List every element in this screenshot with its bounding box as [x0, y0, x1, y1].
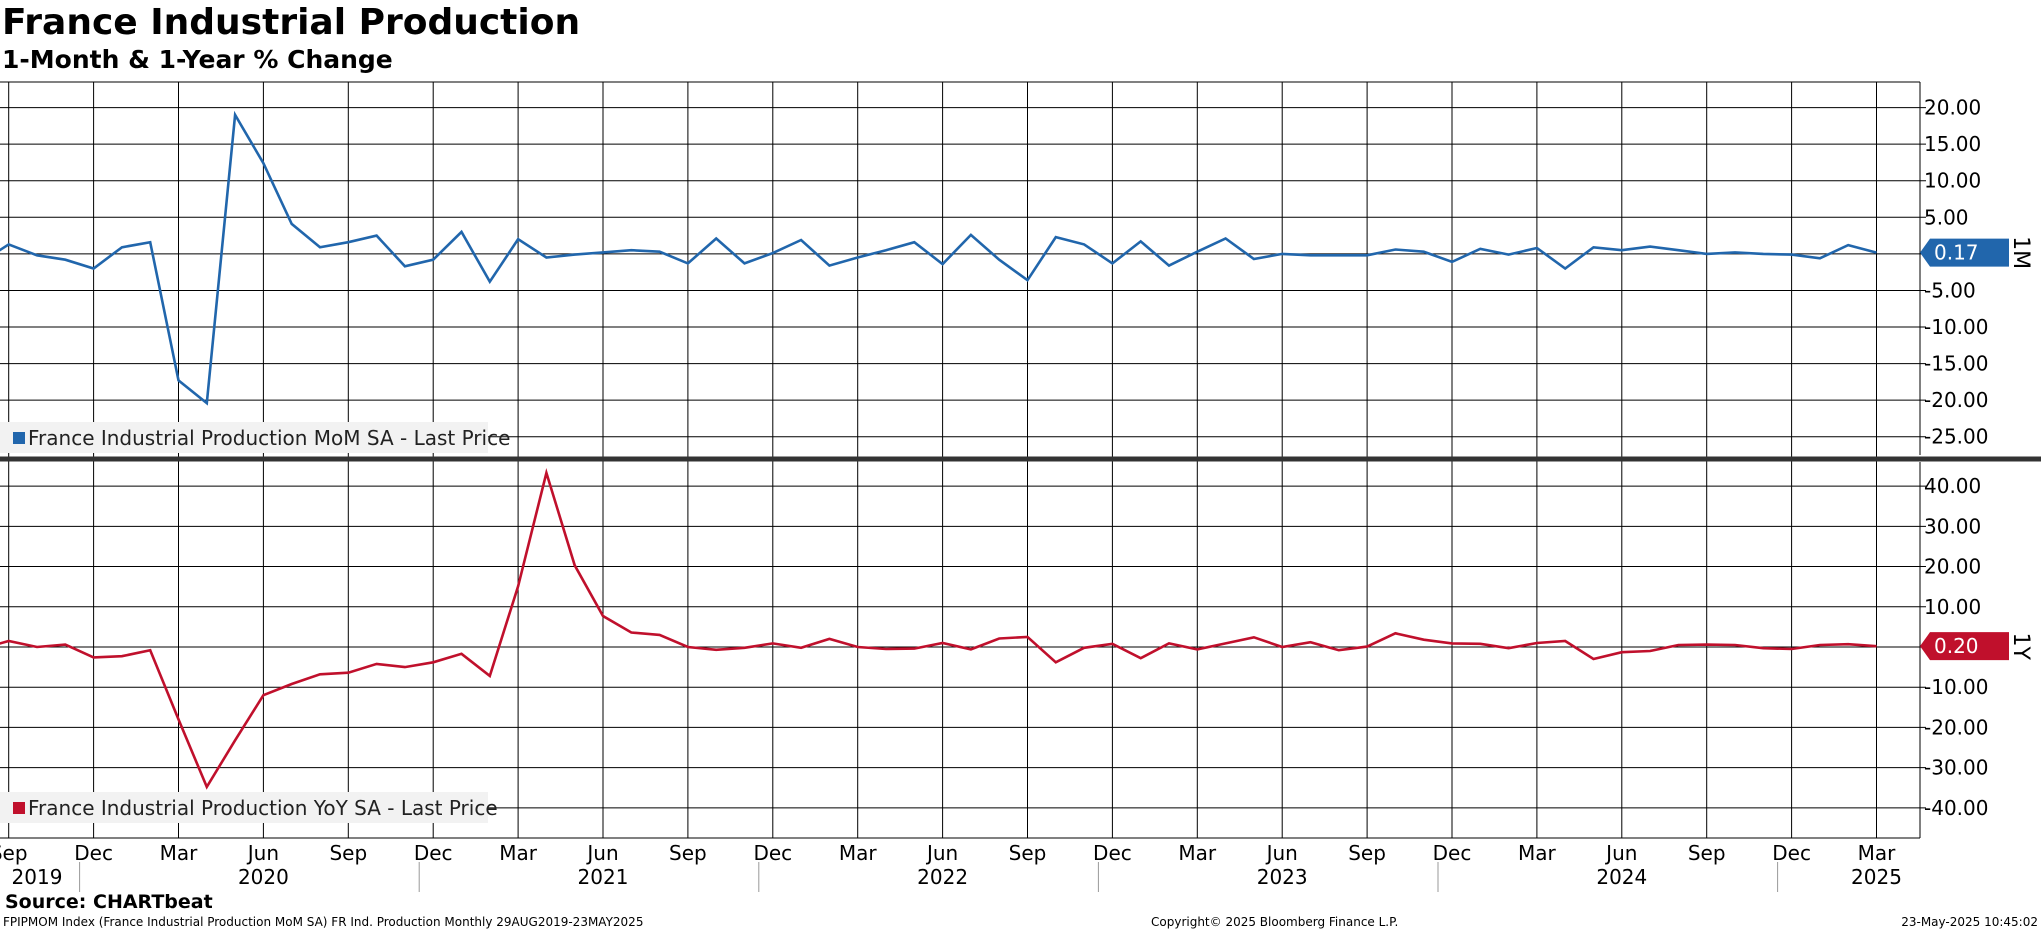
mom-y-tick-label: 15.00	[1924, 132, 1981, 156]
x-month-tick-label: Sep	[669, 841, 707, 865]
chart-subtitle: 1-Month & 1-Year % Change	[2, 45, 393, 74]
x-month-tick-label: Mar	[1178, 841, 1217, 865]
x-year-label: 2024	[1596, 865, 1647, 889]
yoy-y-tick-label: 30.00	[1924, 514, 1981, 538]
x-month-tick-label: Sep	[1009, 841, 1047, 865]
x-month-tick-label: Dec	[1433, 841, 1472, 865]
chart-title: France Industrial Production	[2, 2, 581, 43]
mom-y-tick-label: -5.00	[1924, 278, 1976, 302]
mom-y-tick-label: 20.00	[1924, 96, 1981, 120]
x-month-tick-label: Mar	[1518, 841, 1557, 865]
mom-last-value-label: 0.17	[1934, 241, 1979, 265]
mom-y-tick-label: -20.00	[1924, 388, 1988, 412]
yoy-last-value-label: 0.20	[1934, 634, 1979, 658]
source-note: Source: CHARTbeat	[5, 891, 213, 913]
yoy-legend-label: France Industrial Production YoY SA - La…	[28, 796, 498, 820]
x-month-tick-label: Mar	[839, 841, 878, 865]
x-month-tick-label: Jun	[246, 841, 279, 865]
x-month-tick-label: Dec	[1772, 841, 1811, 865]
mom-legend-label: France Industrial Production MoM SA - La…	[28, 426, 510, 450]
yoy-y-tick-label: -20.00	[1924, 715, 1988, 739]
yoy-y-tick-label: -30.00	[1924, 756, 1988, 780]
x-month-tick-label: Sep	[0, 841, 28, 865]
yoy-last-value-tag	[1920, 632, 2009, 661]
x-month-tick-label: Dec	[74, 841, 113, 865]
mom-y-tick-label: -25.00	[1924, 425, 1988, 449]
footer-timestamp: 23-May-2025 10:45:02	[1901, 915, 2038, 929]
yoy-panel-label: 1Y	[2008, 632, 2033, 660]
x-month-tick-label: Sep	[329, 841, 367, 865]
mom-y-tick-label: 5.00	[1924, 205, 1969, 229]
yoy-y-tick-label: -10.00	[1924, 675, 1988, 699]
x-month-tick-label: Sep	[1688, 841, 1726, 865]
x-year-label: 2023	[1257, 865, 1308, 889]
x-year-label: 2025	[1851, 865, 1902, 889]
x-month-tick-label: Dec	[414, 841, 453, 865]
yoy-legend-box	[0, 792, 488, 823]
x-month-tick-label: Mar	[160, 841, 199, 865]
x-year-label: 2019	[12, 865, 63, 889]
x-year-label: 2021	[578, 865, 629, 889]
mom-panel-label: 1M	[2008, 236, 2033, 269]
x-month-tick-label: Jun	[1265, 841, 1298, 865]
x-year-label: 2022	[917, 865, 968, 889]
yoy-panel: 40.0030.0020.0010.000.00-10.00-20.00-30.…	[0, 462, 2033, 838]
x-month-tick-label: Mar	[499, 841, 538, 865]
mom-y-tick-label: -15.00	[1924, 352, 1988, 376]
mom-legend-swatch	[13, 432, 25, 444]
yoy-series-line	[0, 468, 1877, 790]
mom-panel: 20.0015.0010.005.000.00-5.00-10.00-15.00…	[0, 82, 2033, 455]
x-month-tick-label: Jun	[925, 841, 958, 865]
mom-last-value-tag	[1920, 238, 2009, 267]
x-month-tick-label: Mar	[1858, 841, 1897, 865]
yoy-y-tick-label: 10.00	[1924, 595, 1981, 619]
yoy-y-tick-label: -40.00	[1924, 796, 1988, 820]
x-axis: Sep Dec Mar Jun Sep Dec Mar Jun Sep Dec Mar Jun Sep D…	[0, 837, 1920, 892]
mom-y-tick-label: -10.00	[1924, 315, 1988, 339]
x-month-tick-label: Sep	[1348, 841, 1386, 865]
x-month-tick-label: Dec	[1093, 841, 1132, 865]
footer-copyright: Copyright© 2025 Bloomberg Finance L.P.	[1151, 915, 1399, 929]
yoy-y-tick-label: 40.00	[1924, 474, 1981, 498]
x-year-label: 2020	[238, 865, 289, 889]
x-month-tick-label: Dec	[753, 841, 792, 865]
mom-y-tick-label: 10.00	[1924, 169, 1981, 193]
yoy-legend-swatch	[13, 802, 25, 814]
footer-index-description: FPIPMOM Index (France Industrial Product…	[3, 915, 644, 929]
mom-series-line	[0, 110, 1877, 406]
yoy-y-tick-label: 20.00	[1924, 555, 1981, 579]
mom-legend-box	[0, 422, 488, 453]
x-month-tick-label: Jun	[585, 841, 618, 865]
x-month-tick-label: Jun	[1604, 841, 1637, 865]
